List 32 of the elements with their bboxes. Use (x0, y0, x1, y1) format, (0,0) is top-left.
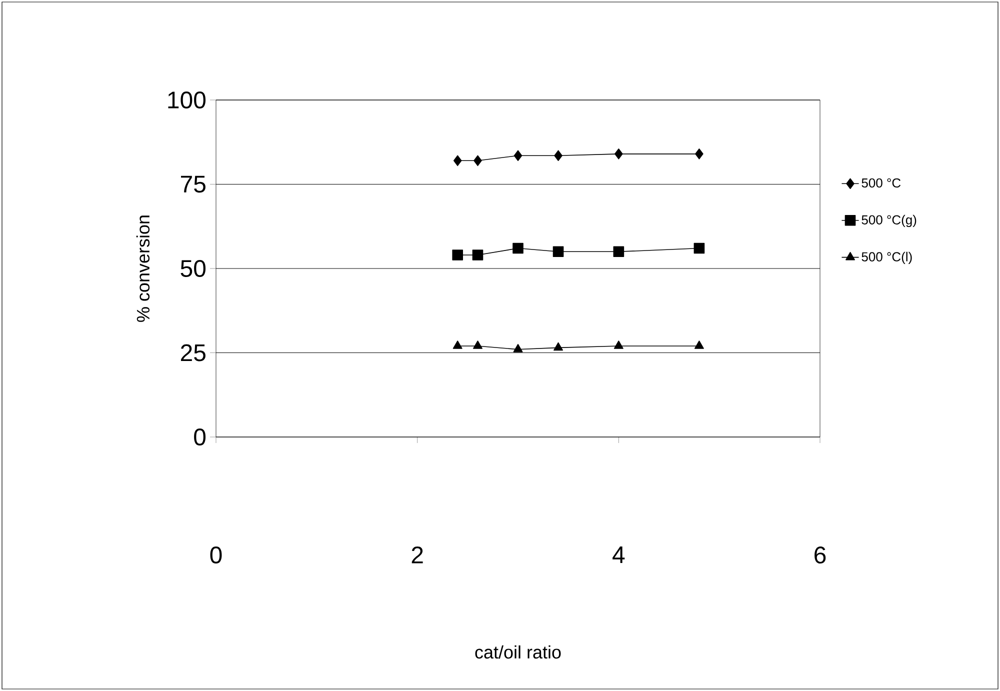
point (554, 342, 563, 351)
point (613, 246, 624, 258)
y-tick-label: 100 (168, 92, 206, 108)
x-axis-title: cat/oil ratio (475, 645, 561, 659)
point (552, 246, 564, 258)
x-tick-label: 6 (814, 546, 826, 564)
point (513, 344, 523, 352)
point (614, 340, 624, 349)
y-tick-label: 75 (181, 176, 206, 193)
point (452, 250, 464, 260)
point (512, 242, 524, 254)
point (474, 155, 482, 166)
point (514, 150, 522, 162)
point (614, 148, 623, 160)
y-tick-label: 25 (180, 344, 206, 362)
point (694, 340, 704, 349)
y-tick-label: 50 (180, 260, 206, 277)
point (694, 242, 705, 254)
legend-label: 500 °C (862, 178, 901, 188)
legend-label: 500 °C(l) (862, 252, 912, 264)
x-tick-label: 0 (210, 546, 222, 564)
point (554, 150, 562, 162)
y-axis-title: % conversion (136, 216, 150, 322)
point (472, 250, 484, 260)
point (452, 340, 462, 349)
x-tick-label: 2 (412, 546, 423, 564)
point (695, 148, 704, 160)
legend-label: 500 °C(g) (862, 214, 916, 228)
x-tick-label: 4 (612, 546, 625, 564)
point (453, 155, 462, 166)
point (473, 340, 482, 349)
y-tick-label: 0 (194, 428, 206, 446)
